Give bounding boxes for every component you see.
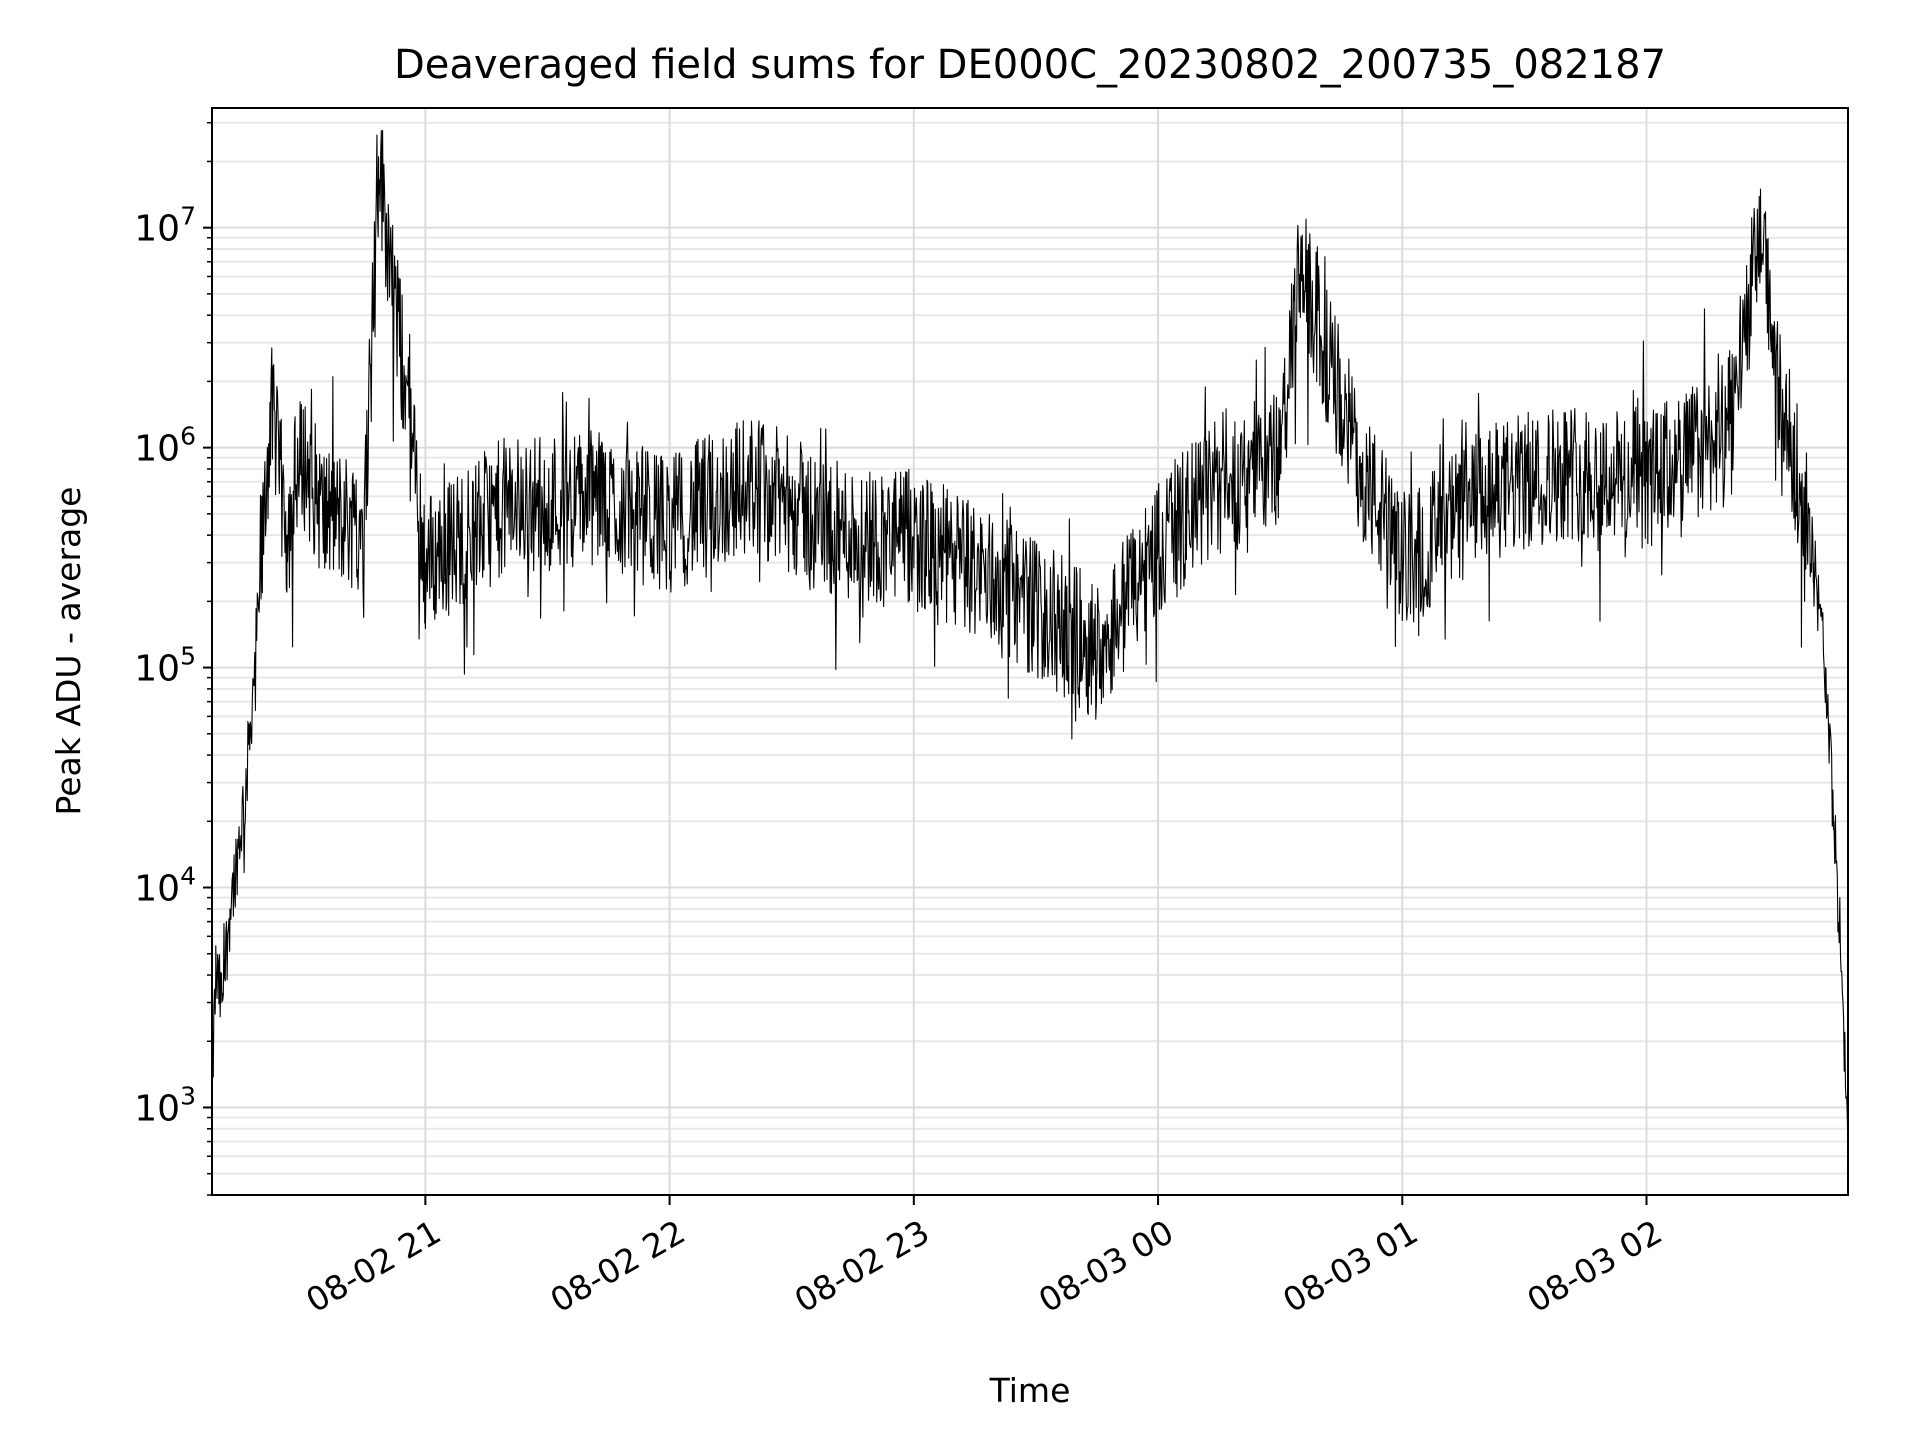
y-tick-label: 105 <box>134 642 196 690</box>
y-axis: 103 104 105 106 107 <box>134 121 212 1196</box>
grid-major <box>212 108 1848 1195</box>
x-axis-label: Time <box>989 1371 1071 1410</box>
plot-frame <box>211 107 1849 1196</box>
y-tick-label: 103 <box>134 1081 196 1129</box>
y-tick-label: 104 <box>134 862 196 910</box>
y-axis-label: Peak ADU - average <box>49 487 88 816</box>
chart-title: Deaveraged field sums for DE000C_2023080… <box>394 42 1666 88</box>
series-layer <box>211 129 1849 1158</box>
y-tick-label: 106 <box>134 422 196 470</box>
grid-minor <box>212 121 1848 1196</box>
series-line-0 <box>211 129 1849 1158</box>
y-tick-label: 107 <box>134 202 196 250</box>
